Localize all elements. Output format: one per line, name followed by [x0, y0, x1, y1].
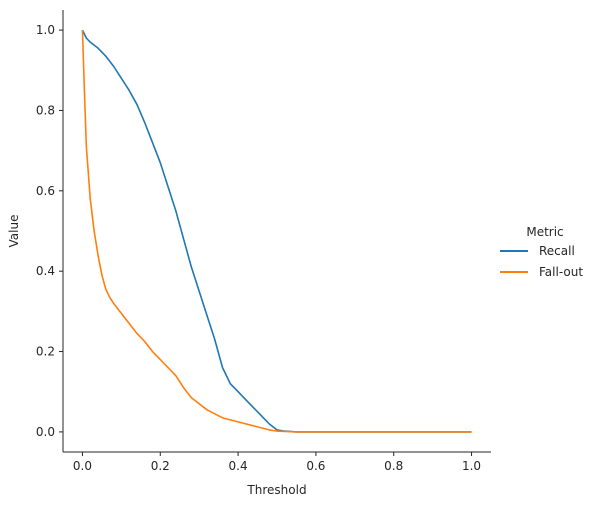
legend-label: Recall: [539, 244, 575, 258]
y-tick-label: 0.6: [36, 184, 55, 198]
legend-title: Metric: [526, 225, 563, 239]
axes: [62, 10, 491, 453]
y-tick-label: 1.0: [36, 23, 55, 37]
x-tick-label: 0.2: [151, 459, 170, 473]
series-line-recall: [81, 29, 472, 433]
y-tick-label: 0.2: [36, 345, 55, 359]
x-tick-label: 1.0: [462, 459, 481, 473]
x-axis-label: Threshold: [246, 483, 306, 497]
series-line-fall-out: [81, 30, 472, 433]
y-tick-label: 0.0: [36, 425, 55, 439]
y-axis-label: Value: [7, 215, 21, 248]
series-lines: [81, 29, 472, 433]
x-tick-label: 0.4: [229, 459, 248, 473]
x-tick-label: 0.6: [306, 459, 325, 473]
legend-label: Fall-out: [539, 265, 583, 279]
y-ticks: 0.0 0.2 0.4 0.6 0.8 1.0: [36, 23, 63, 439]
y-tick-label: 0.8: [36, 103, 55, 117]
legend: Metric Recall Fall-out: [500, 225, 583, 279]
y-tick-label: 0.4: [36, 264, 55, 278]
x-tick-label: 0.0: [73, 459, 92, 473]
x-tick-label: 0.8: [384, 459, 403, 473]
x-ticks: 0.0 0.2 0.4 0.6 0.8 1.0: [73, 452, 481, 473]
